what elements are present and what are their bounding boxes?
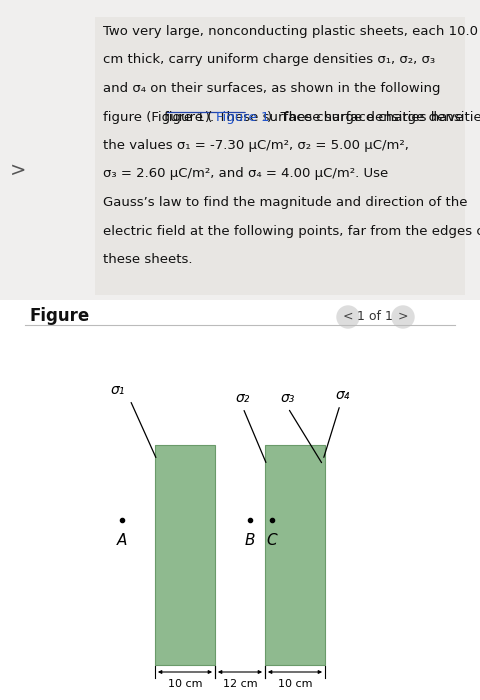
- Text: σ₃: σ₃: [280, 391, 295, 405]
- Text: figure (Figure 1). These surface charge densities have: figure (Figure 1). These surface charge …: [103, 111, 463, 123]
- Text: Figure 1: Figure 1: [216, 111, 269, 123]
- Text: σ₂: σ₂: [235, 391, 250, 405]
- Text: Gauss’s law to find the magnitude and direction of the: Gauss’s law to find the magnitude and di…: [103, 196, 467, 209]
- Text: these sheets.: these sheets.: [103, 253, 192, 266]
- Text: 10 cm: 10 cm: [168, 679, 202, 689]
- Text: σ₁: σ₁: [110, 383, 125, 397]
- Text: Figure: Figure: [30, 307, 90, 325]
- Text: B: B: [244, 533, 255, 548]
- Text: figure (: figure (: [164, 111, 212, 123]
- Bar: [155, 445, 215, 665]
- Text: ). These surface charge densities have: ). These surface charge densities have: [266, 111, 480, 123]
- Circle shape: [391, 306, 413, 328]
- FancyBboxPatch shape: [95, 17, 464, 295]
- Text: >: >: [397, 309, 408, 323]
- Text: σ₃ = 2.60 μC/m², and σ₄ = 4.00 μC/m². Use: σ₃ = 2.60 μC/m², and σ₄ = 4.00 μC/m². Us…: [103, 167, 387, 181]
- Text: and σ₄ on their surfaces, as shown in the following: and σ₄ on their surfaces, as shown in th…: [103, 82, 440, 95]
- Text: A: A: [117, 533, 127, 548]
- Text: 12 cm: 12 cm: [222, 679, 257, 689]
- Bar: [264, 445, 324, 665]
- Text: electric field at the following points, far from the edges of: electric field at the following points, …: [103, 225, 480, 237]
- Text: 10 cm: 10 cm: [277, 679, 312, 689]
- Text: C: C: [266, 533, 277, 548]
- Circle shape: [336, 306, 358, 328]
- Text: >: >: [10, 160, 26, 179]
- Text: the values σ₁ = -7.30 μC/m², σ₂ = 5.00 μC/m²,: the values σ₁ = -7.30 μC/m², σ₂ = 5.00 μ…: [103, 139, 408, 152]
- Text: Two very large, nonconducting plastic sheets, each 10.0: Two very large, nonconducting plastic sh…: [103, 25, 477, 38]
- Text: 1 of 1: 1 of 1: [356, 309, 392, 323]
- Text: cm thick, carry uniform charge densities σ₁, σ₂, σ₃: cm thick, carry uniform charge densities…: [103, 53, 434, 66]
- FancyBboxPatch shape: [0, 300, 480, 700]
- Text: <: <: [342, 309, 352, 323]
- Text: σ₄: σ₄: [335, 388, 349, 402]
